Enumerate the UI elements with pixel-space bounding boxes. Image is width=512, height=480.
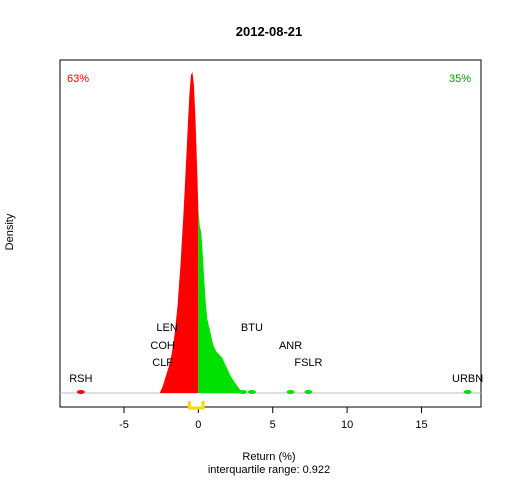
outlier-bump (76, 390, 85, 394)
x-axis-label: Return (%) (242, 451, 295, 463)
stock-label: RSH (69, 373, 92, 385)
percent-positive-label: 35% (449, 73, 471, 85)
outlier-bump (463, 390, 472, 394)
stock-label: ANR (279, 340, 302, 352)
outlier-bump (286, 390, 295, 394)
stock-label: CLF (152, 357, 173, 369)
x-tick-label: 5 (270, 419, 276, 431)
stock-label: FSLR (294, 357, 322, 369)
stock-label: URBN (452, 373, 483, 385)
x-tick-label: 10 (341, 419, 353, 431)
x-tick-label: 15 (415, 419, 427, 431)
percent-negative-label: 63% (67, 73, 89, 85)
outlier-bump (247, 390, 256, 394)
chart-title: 2012-08-21 (236, 24, 303, 39)
iqr-bracket (187, 401, 205, 410)
plot-area: -5 0 5 10 15 RSH LEN COH CLF BTU ANR FSLR URBN (59, 59, 483, 431)
x-tick-label: 0 (195, 419, 201, 431)
iqr-label: interquartile range: 0.922 (208, 464, 330, 476)
stock-label: LEN (156, 322, 177, 334)
stock-label: COH (150, 340, 175, 352)
stock-label: BTU (241, 322, 263, 334)
density-area-positive (198, 206, 243, 393)
x-tick-label: -5 (119, 419, 129, 431)
density-area-negative (159, 72, 199, 393)
outlier-bump (238, 390, 247, 394)
plot-frame (59, 59, 482, 408)
y-axis-label: Density (4, 213, 16, 250)
outlier-bump (304, 390, 313, 394)
